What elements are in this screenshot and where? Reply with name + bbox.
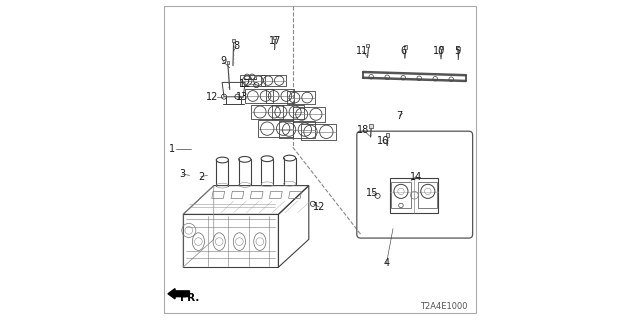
- Bar: [440, 46, 443, 49]
- Text: 8: 8: [233, 41, 239, 52]
- Text: 12: 12: [205, 92, 218, 102]
- Text: 18: 18: [357, 124, 369, 135]
- Text: 16: 16: [376, 136, 389, 146]
- Text: 12: 12: [313, 202, 326, 212]
- Text: 10: 10: [433, 46, 445, 56]
- Text: 7: 7: [396, 111, 403, 121]
- Bar: [227, 61, 230, 64]
- Text: 15: 15: [366, 188, 378, 198]
- Bar: [366, 44, 369, 47]
- Text: 17: 17: [269, 36, 282, 46]
- Text: FR.: FR.: [180, 293, 199, 303]
- Text: 3: 3: [179, 169, 186, 179]
- Text: 9: 9: [220, 56, 226, 67]
- Bar: [386, 133, 389, 137]
- Text: 12: 12: [239, 79, 251, 89]
- Text: 11: 11: [356, 46, 369, 56]
- Bar: [457, 47, 460, 50]
- Bar: [369, 124, 372, 128]
- Bar: [273, 36, 276, 39]
- FancyArrow shape: [168, 289, 189, 299]
- Text: 1: 1: [169, 144, 175, 154]
- Text: 4: 4: [383, 258, 390, 268]
- Text: 14: 14: [410, 172, 422, 182]
- Text: T2A4E1000: T2A4E1000: [420, 302, 467, 311]
- Text: 2: 2: [198, 172, 204, 182]
- Text: 13: 13: [236, 92, 249, 102]
- Bar: [232, 39, 236, 42]
- Text: 5: 5: [454, 46, 461, 56]
- Text: 6: 6: [400, 46, 406, 56]
- Bar: [404, 45, 407, 49]
